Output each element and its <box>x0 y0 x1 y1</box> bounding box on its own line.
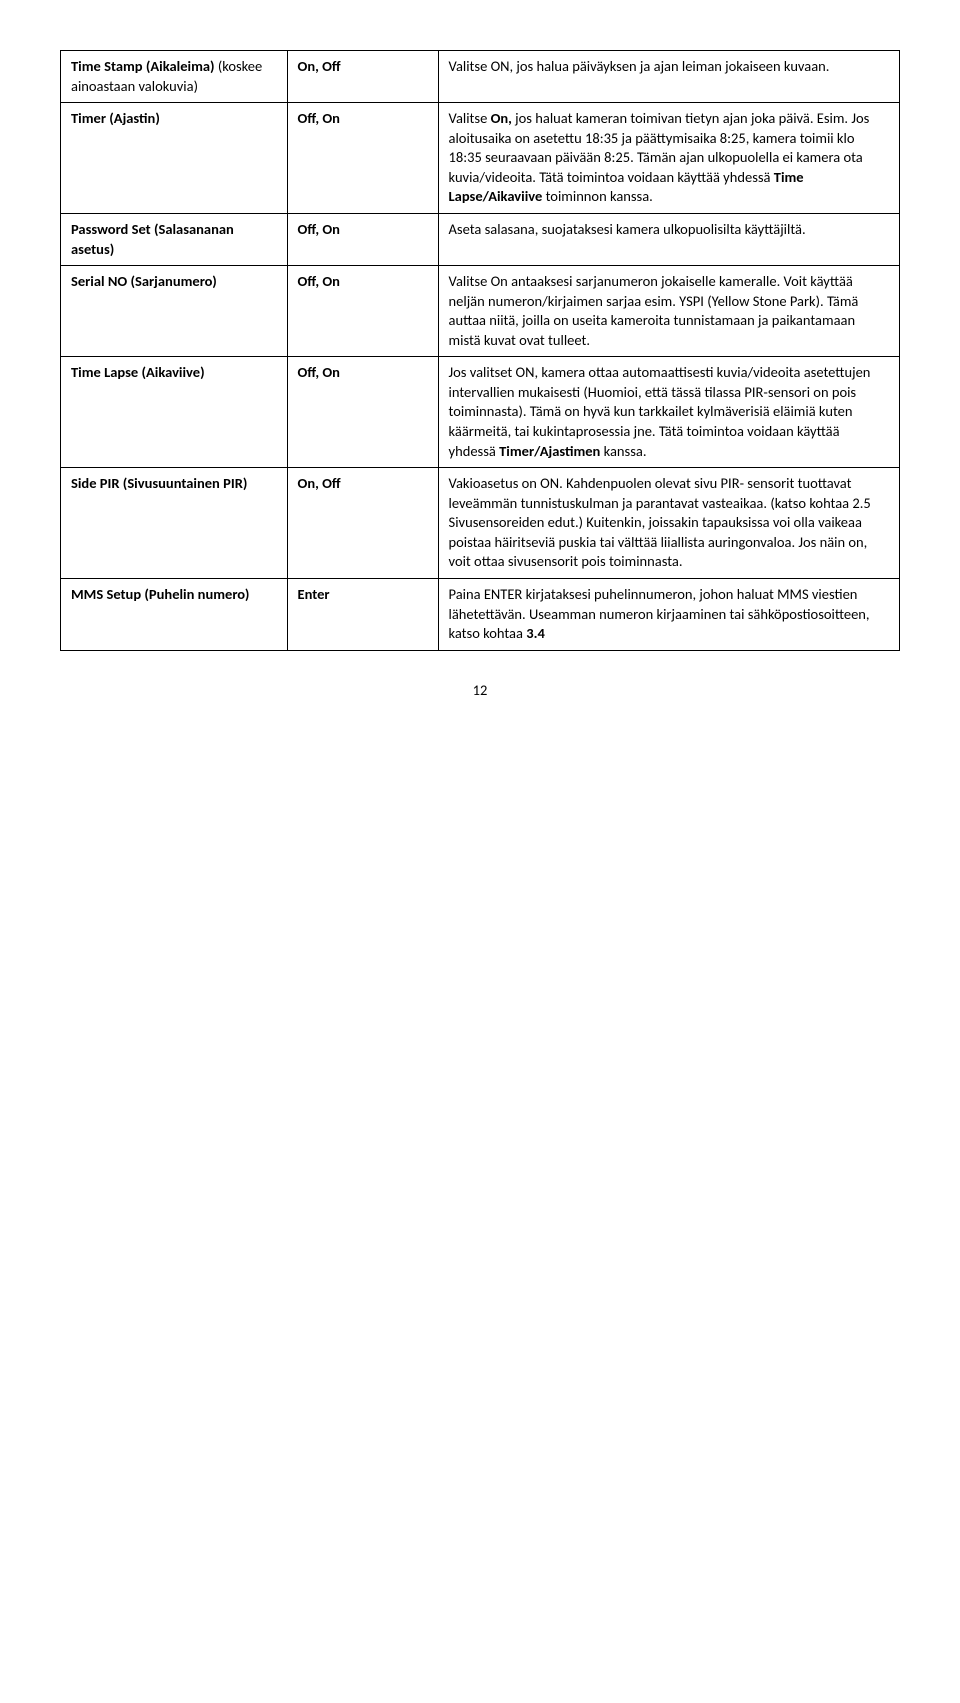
description-cell: Paina ENTER kirjataksesi puhelinnumeron,… <box>438 578 899 650</box>
description-cell: Jos valitset ON, kamera ottaa automaatti… <box>438 357 899 468</box>
table-row: Password Set (Salasananan asetus)Off, On… <box>61 213 900 265</box>
table-row: Serial NO (Sarjanumero)Off, OnValitse On… <box>61 266 900 357</box>
param-cell: Time Stamp (Aikaleima) (koskee ainoastaa… <box>61 51 288 103</box>
table-row: Timer (Ajastin)Off, OnValitse On, jos ha… <box>61 103 900 214</box>
table-body: Time Stamp (Aikaleima) (koskee ainoastaa… <box>61 51 900 651</box>
options-cell: Off, On <box>287 213 438 265</box>
param-cell: Side PIR (Sivusuuntainen PIR) <box>61 468 288 579</box>
options-cell: Off, On <box>287 357 438 468</box>
options-cell: Off, On <box>287 266 438 357</box>
table-row: Side PIR (Sivusuuntainen PIR)On, OffVaki… <box>61 468 900 579</box>
description-cell: Vakioasetus on ON. Kahdenpuolen olevat s… <box>438 468 899 579</box>
page-number: 12 <box>60 681 900 699</box>
options-cell: On, Off <box>287 468 438 579</box>
param-cell: Time Lapse (Aikaviive) <box>61 357 288 468</box>
table-row: MMS Setup (Puhelin numero)EnterPaina ENT… <box>61 578 900 650</box>
description-cell: Aseta salasana, suojataksesi kamera ulko… <box>438 213 899 265</box>
param-cell: Serial NO (Sarjanumero) <box>61 266 288 357</box>
param-cell: MMS Setup (Puhelin numero) <box>61 578 288 650</box>
settings-table: Time Stamp (Aikaleima) (koskee ainoastaa… <box>60 50 900 651</box>
table-row: Time Stamp (Aikaleima) (koskee ainoastaa… <box>61 51 900 103</box>
param-cell: Timer (Ajastin) <box>61 103 288 214</box>
param-cell: Password Set (Salasananan asetus) <box>61 213 288 265</box>
description-cell: Valitse On, jos haluat kameran toimivan … <box>438 103 899 214</box>
options-cell: Off, On <box>287 103 438 214</box>
options-cell: Enter <box>287 578 438 650</box>
description-cell: Valitse ON, jos halua päiväyksen ja ajan… <box>438 51 899 103</box>
description-cell: Valitse On antaaksesi sarjanumeron jokai… <box>438 266 899 357</box>
options-cell: On, Off <box>287 51 438 103</box>
table-row: Time Lapse (Aikaviive)Off, OnJos valitse… <box>61 357 900 468</box>
